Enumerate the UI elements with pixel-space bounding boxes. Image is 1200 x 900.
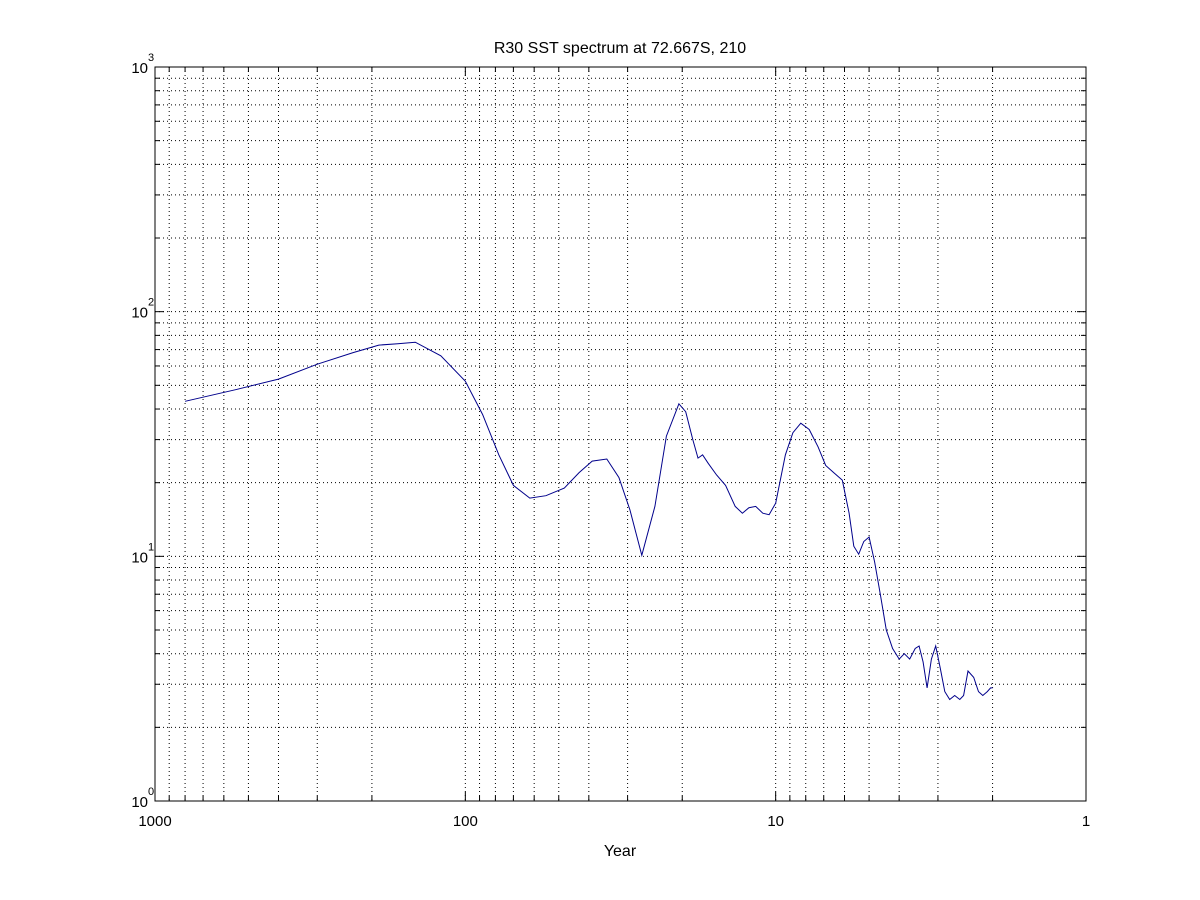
x-tick-label: 1000 bbox=[138, 813, 171, 830]
series-layer bbox=[184, 341, 993, 701]
grid bbox=[155, 67, 1086, 801]
x-tick-labels: 1000 100 10 1 bbox=[138, 813, 1090, 830]
plot-frame bbox=[154, 66, 1087, 802]
y-tick-label: 10 bbox=[131, 549, 148, 566]
y-tick-label: 10 bbox=[131, 305, 148, 322]
x-tick-label: 1 bbox=[1082, 813, 1090, 830]
y-tick-label: 10 bbox=[131, 794, 148, 811]
y-tick-label: 10 bbox=[131, 60, 148, 77]
y-tick-exponent: 1 bbox=[148, 541, 154, 553]
y-tick-exponent: 3 bbox=[148, 52, 154, 64]
chart-title: R30 SST spectrum at 72.667S, 210 bbox=[494, 40, 746, 57]
tick-marks bbox=[155, 67, 1086, 801]
y-tick-exponent: 0 bbox=[148, 786, 154, 798]
series-line-1 bbox=[184, 341, 993, 701]
x-tick-label: 10 bbox=[767, 813, 784, 830]
x-axis-label: Year bbox=[604, 843, 637, 860]
y-tick-exponent: 2 bbox=[148, 297, 154, 309]
x-tick-label: 100 bbox=[453, 813, 478, 830]
